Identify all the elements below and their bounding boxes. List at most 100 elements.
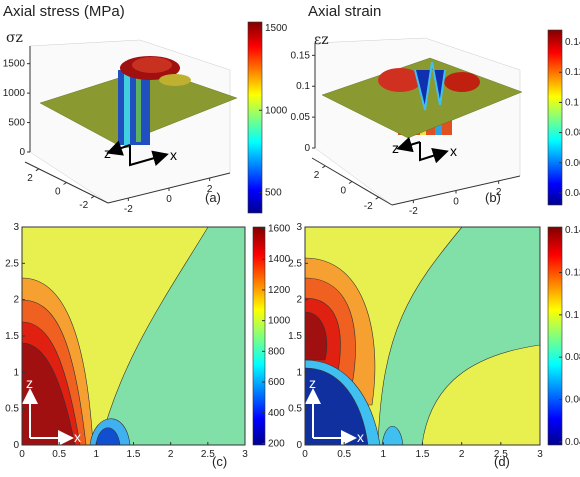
colorbar <box>547 226 563 446</box>
colorbar-tick-label: 500 <box>265 188 282 199</box>
y-tick-label: 2 <box>27 173 33 184</box>
colorbar-tick-label: 400 <box>268 408 285 419</box>
x-tick-label: 2 <box>168 449 174 460</box>
y-tick-label: 0 <box>13 440 19 451</box>
axis-annotation: x <box>450 143 457 159</box>
z-label: εz <box>314 32 329 48</box>
colorbar-tick-label: 800 <box>268 346 285 357</box>
x-tick-label: -2 <box>409 206 418 217</box>
axis-annotation: z <box>104 145 111 161</box>
panel-title: Axial strain <box>308 3 381 20</box>
y-tick-label: 0 <box>340 186 346 197</box>
axis-annotation: x <box>74 429 81 445</box>
contour-c <box>21 226 245 446</box>
x-tick-label: 0.5 <box>337 449 351 460</box>
panel-label: (a) <box>205 190 221 205</box>
colorbar-tick-label: 1400 <box>268 254 291 265</box>
y-tick-label: 0.5 <box>288 404 302 415</box>
z-tick-label: 0 <box>304 143 310 154</box>
y-tick-label: 0 <box>296 440 302 451</box>
surface-b <box>314 37 523 206</box>
y-tick <box>35 168 40 172</box>
colorbar-tick-label: 1500 <box>265 23 288 34</box>
colorbar <box>252 226 266 446</box>
y-tick-label: 1 <box>296 367 302 378</box>
colorbar-tick-label: 200 <box>268 438 285 449</box>
z-tick-label: 500 <box>8 118 25 129</box>
x-tick-label: 0.5 <box>52 449 66 460</box>
x-tick-label: 0 <box>453 197 459 208</box>
y-tick <box>348 181 353 184</box>
y-tick-label: 2 <box>296 295 302 306</box>
z-label: σz <box>6 30 23 46</box>
x-tick-label: 2.5 <box>494 449 508 460</box>
axis-annotation: z <box>26 375 33 391</box>
axis-annotation: z <box>392 140 399 156</box>
arrows <box>22 136 449 446</box>
y-tick-label: 2.5 <box>288 258 302 269</box>
panel-label: (c) <box>212 454 227 469</box>
colorbar-tick-label: 0.14 <box>565 225 580 236</box>
contour-d <box>304 226 541 446</box>
y-tick <box>322 165 326 169</box>
colorbar-tick-label: 600 <box>268 377 285 388</box>
y-tick <box>90 195 95 199</box>
y-tick-label: 3 <box>296 222 302 233</box>
colorbar-tick-label: 0.06 <box>565 394 580 405</box>
x-tick-label: 3 <box>242 449 248 460</box>
x-tick-label: 0 <box>166 194 172 205</box>
axis-annotation: x <box>170 147 177 163</box>
x-tick-label: 2.5 <box>201 449 215 460</box>
y-tick-label: 1.5 <box>288 331 302 342</box>
x-tick-label: 0 <box>302 449 308 460</box>
x-tick-label: 2 <box>459 449 465 460</box>
x-tick-label: 1 <box>381 449 387 460</box>
z-tick-label: 0.05 <box>291 112 311 123</box>
x-tick-label: 1.5 <box>127 449 141 460</box>
y-tick-label: 2 <box>13 295 19 306</box>
surface-a <box>29 39 238 204</box>
y-tick-label: 1 <box>13 367 19 378</box>
y-tick-label: 1.5 <box>5 331 19 342</box>
panel-title: Axial stress (MPa) <box>3 3 125 20</box>
colorbar-tick-label: 0.04 <box>565 188 580 199</box>
x-tick-label: 1 <box>94 449 100 460</box>
colorbar-tick-label: 1600 <box>268 224 291 235</box>
x-tick-label: 2 <box>496 187 502 198</box>
colorbar-tick-label: 0.08 <box>565 128 580 139</box>
colorbar-tick-label: 0.06 <box>565 158 580 169</box>
y-tick-label: -2 <box>79 200 88 211</box>
colorbar-tick-label: 0.04 <box>565 437 580 448</box>
y-tick-label: -2 <box>364 201 373 212</box>
y-tick-label: 2.5 <box>5 258 19 269</box>
colorbar-tick-label: 0.1 <box>565 310 579 321</box>
z-tick-label: 1500 <box>3 59 26 70</box>
axis-annotation: x <box>357 429 364 445</box>
y-tick-label: 0 <box>55 187 61 198</box>
colorbar-tick-label: 0.12 <box>565 268 580 279</box>
axis-annotation: z <box>309 375 316 391</box>
colorbar-tick-label: 0.1 <box>565 97 579 108</box>
x-tick-label: 3 <box>537 449 543 460</box>
y-tick-label: 3 <box>13 222 19 233</box>
y-tick-label: 2 <box>314 170 320 181</box>
panel-label: (d) <box>494 454 510 469</box>
x-tick-label: 0 <box>19 449 25 460</box>
z-tick-label: 1000 <box>3 88 26 99</box>
colorbar-tick-label: 1000 <box>268 316 291 327</box>
panel-label: (b) <box>485 190 501 205</box>
colorbar-tick-label: 0.12 <box>565 67 580 78</box>
colorbar-tick-label: 1000 <box>265 105 288 116</box>
colorbar <box>547 29 563 206</box>
y-tick <box>63 182 67 185</box>
colorbar-tick-label: 0.08 <box>565 352 580 363</box>
colorbar-tick-label: 0.14 <box>565 37 580 48</box>
y-tick <box>375 196 379 200</box>
x-tick-label: 1.5 <box>416 449 430 460</box>
y-tick-label: 0.5 <box>5 404 19 415</box>
colorbar <box>247 21 263 214</box>
z-tick-label: 0.15 <box>291 50 311 61</box>
colorbar-tick-label: 1200 <box>268 285 291 296</box>
z-tick-label: 0.1 <box>296 81 310 92</box>
